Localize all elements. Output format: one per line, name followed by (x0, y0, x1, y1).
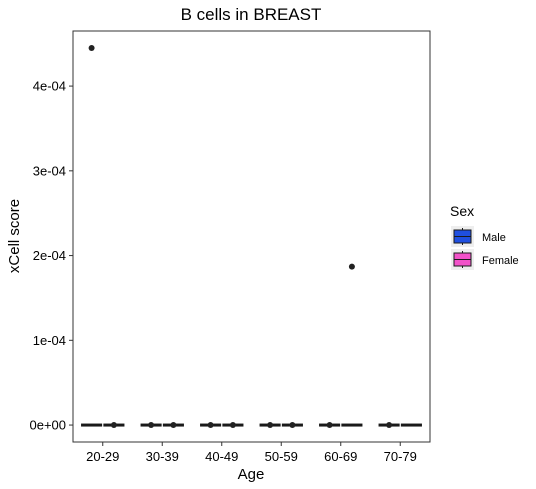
x-axis-label: Age (238, 466, 265, 483)
outlier-point (386, 422, 393, 429)
y-tick-label: 4e-04 (33, 79, 66, 94)
x-tick-label: 70-79 (384, 449, 417, 464)
y-tick-label: 2e-04 (33, 248, 66, 263)
x-tick-label: 60-69 (324, 449, 357, 464)
legend-item-male: Male (451, 226, 506, 247)
outlier-point (326, 422, 333, 429)
outlier-point (110, 422, 117, 429)
legend-title: Sex (450, 203, 474, 219)
outlier-point (348, 263, 355, 270)
outlier-point (207, 422, 214, 429)
plot-marks (81, 44, 422, 429)
legend-items: Male Female (451, 226, 519, 270)
outlier-point (229, 422, 236, 429)
outlier-point (267, 422, 274, 429)
legend-label: Male (482, 232, 506, 244)
x-tick-label: 20-29 (86, 449, 119, 464)
legend: Sex Male Female (450, 203, 519, 270)
x-tick-label: 30-39 (146, 449, 179, 464)
y-axis: 0e+00 1e-04 2e-04 3e-04 4e-04 (29, 79, 73, 433)
x-tick-label: 40-49 (205, 449, 238, 464)
chart-title: B cells in BREAST (181, 5, 322, 24)
y-tick-label: 1e-04 (33, 333, 66, 348)
legend-item-female: Female (451, 249, 519, 270)
outlier-point (289, 422, 296, 429)
series-female (103, 263, 422, 429)
y-tick-label: 3e-04 (33, 163, 66, 178)
y-axis-label: xCell score (6, 199, 23, 273)
outlier-point (88, 44, 95, 51)
y-tick-label: 0e+00 (29, 418, 66, 433)
x-axis: 20-29 30-39 40-49 50-59 60-69 70-79 (86, 442, 417, 464)
x-tick-label: 50-59 (265, 449, 298, 464)
plot-panel (72, 30, 431, 443)
outlier-point (148, 422, 155, 429)
series-male (81, 44, 400, 429)
outlier-point (170, 422, 177, 429)
legend-label: Female (482, 255, 519, 267)
